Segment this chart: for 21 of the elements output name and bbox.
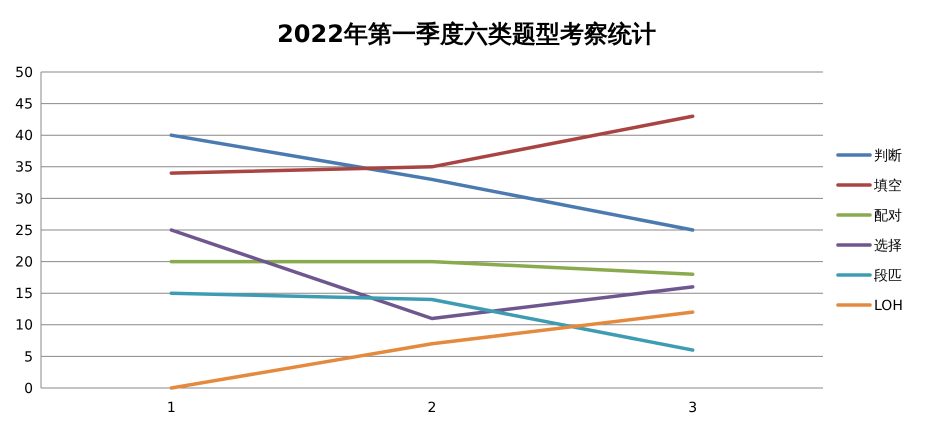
- x-tick-label: 3: [688, 400, 698, 416]
- legend-label: LOH: [874, 298, 903, 314]
- y-tick-label: 30: [15, 191, 33, 208]
- y-tick-label: 0: [24, 380, 33, 397]
- x-tick-label: 2: [428, 400, 436, 416]
- y-tick-label: 40: [15, 128, 33, 144]
- y-tick-label: 45: [15, 96, 33, 112]
- legend-label: 判断: [874, 148, 902, 164]
- y-tick-label: 20: [15, 254, 33, 270]
- y-tick-label: 50: [15, 64, 33, 81]
- y-tick-label: 35: [15, 160, 33, 176]
- y-tick-label: 15: [15, 286, 33, 302]
- y-tick-label: 5: [24, 349, 33, 366]
- legend-label: 配对: [874, 208, 902, 224]
- y-tick-label: 25: [15, 222, 33, 239]
- y-tick-label: 10: [15, 318, 33, 334]
- legend-label: 选择: [874, 238, 902, 254]
- legend-label: 段匹: [874, 268, 902, 284]
- x-tick-label: 1: [166, 400, 176, 416]
- legend-label: 填空: [873, 178, 902, 194]
- chart-title: 2022年第一季度六类题型考察统计: [277, 20, 656, 48]
